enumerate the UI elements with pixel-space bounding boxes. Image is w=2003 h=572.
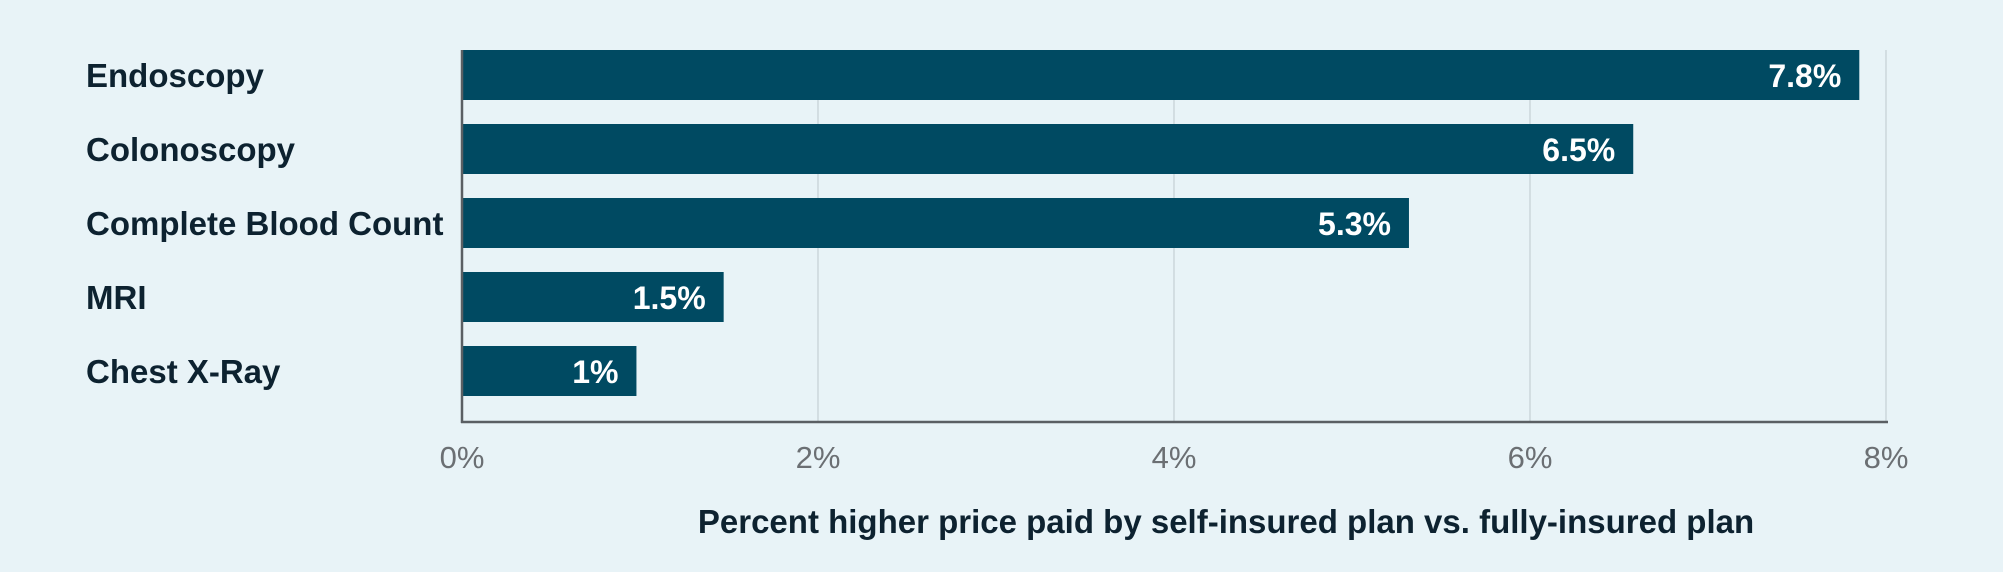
value-label-0: 7.8% — [1768, 58, 1841, 94]
x-tick-label-3: 6% — [1508, 440, 1553, 475]
value-label-2: 5.3% — [1318, 206, 1391, 242]
value-labels: 7.8% 6.5% 5.3% 1.5% 1% — [572, 58, 1841, 390]
bar-4 — [462, 346, 637, 396]
category-label-0: Endoscopy — [86, 57, 265, 94]
category-label-2: Complete Blood Count — [86, 205, 443, 242]
category-label-3: MRI — [86, 279, 147, 316]
x-tick-labels: 0% 2% 4% 6% 8% — [440, 440, 1909, 475]
x-tick-label-2: 4% — [1152, 440, 1197, 475]
category-label-4: Chest X-Ray — [86, 353, 281, 390]
value-label-1: 6.5% — [1542, 132, 1615, 168]
category-labels: Endoscopy Colonoscopy Complete Blood Count… — [86, 57, 443, 390]
bar-3 — [462, 272, 724, 322]
x-tick-label-0: 0% — [440, 440, 485, 475]
x-tick-label-1: 2% — [796, 440, 841, 475]
value-label-4: 1% — [572, 354, 618, 390]
value-label-3: 1.5% — [633, 280, 706, 316]
x-axis-title: Percent higher price paid by self-insure… — [698, 503, 1754, 540]
bar-2 — [462, 198, 1409, 248]
bar-1 — [462, 124, 1634, 174]
category-label-1: Colonoscopy — [86, 131, 296, 168]
bars — [462, 50, 1860, 396]
axes — [460, 50, 1888, 424]
x-tick-label-4: 8% — [1864, 440, 1909, 475]
bar-0 — [462, 50, 1860, 100]
